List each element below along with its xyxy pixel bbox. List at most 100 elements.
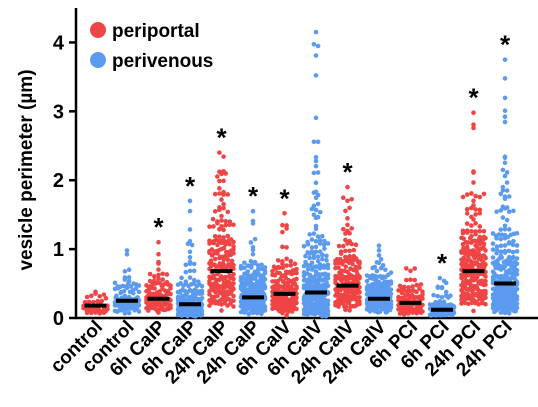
data-point [101,310,107,316]
data-point [498,249,504,254]
median-bars [84,269,516,312]
data-point [343,231,348,236]
data-point [483,235,488,241]
data-point [469,223,474,228]
data-point [325,312,331,317]
data-point [207,241,212,246]
data-point [490,247,496,252]
data-point [481,191,487,197]
data-point [223,242,228,247]
data-point [343,248,348,254]
data-point [219,308,224,313]
data-point [183,269,189,275]
data-point [341,195,346,201]
data-point [294,295,299,300]
data-point [160,277,165,282]
data-point [502,57,508,62]
significance-marker: * [279,183,290,213]
data-point [262,304,268,310]
data-point [179,275,184,281]
data-point [315,43,321,49]
data-point [311,41,317,47]
data-point [514,301,520,307]
data-point [311,255,317,261]
significance-marker: * [185,171,196,201]
data-point [223,219,228,224]
data-point [105,306,110,312]
data-point [89,310,94,316]
data-point [388,305,394,310]
data-point [313,269,319,274]
data-point [472,255,477,261]
data-point [313,226,319,232]
data-point [307,232,313,237]
data-point [191,268,197,274]
data-point [294,276,299,282]
data-point [320,256,325,262]
data-point [242,265,247,271]
data-point [500,167,506,173]
data-point [502,250,508,255]
data-point [305,266,311,272]
data-point [313,154,319,160]
data-point [336,243,342,249]
data-point [212,209,218,214]
data-point [303,253,308,259]
data-points [81,29,520,319]
data-point [345,184,350,190]
data-point [490,255,496,260]
data-point [215,220,220,226]
data-point [498,227,504,232]
data-point [307,255,313,261]
data-point [473,231,478,237]
data-point [315,139,321,145]
data-point [211,224,216,229]
data-point [471,198,476,204]
data-point [506,241,512,246]
data-point [217,255,222,261]
data-point [325,272,331,278]
data-point [152,274,157,279]
data-point [313,195,319,201]
data-point [126,281,131,286]
data-point [294,270,299,276]
data-point [136,289,142,295]
data-point [514,286,520,292]
data-point [124,285,130,291]
data-point [471,217,476,222]
data-point [262,285,268,291]
data-point [504,217,510,223]
data-point [122,277,128,282]
data-point [461,236,466,241]
data-point [349,241,355,247]
legend-label-periportal: periportal [112,21,200,42]
data-point [191,277,197,283]
data-point [221,192,226,197]
data-point [156,310,161,315]
data-point [187,208,193,214]
data-point [217,191,222,196]
data-point [477,241,483,247]
data-point [465,265,470,271]
data-point [498,208,504,213]
data-point [500,188,506,193]
data-point [250,251,256,257]
data-point [410,284,415,289]
data-point [349,196,355,202]
data-point [483,291,488,296]
y-ticks: 0 1 2 3 4 [53,32,76,330]
data-point [210,216,216,222]
data-point [514,230,520,236]
data-point [401,312,407,317]
data-point [255,266,261,272]
data-point [404,277,409,283]
data-point [122,311,128,316]
data-point [284,245,289,250]
data-point [401,284,407,290]
data-point [494,235,499,241]
data-point [313,180,319,186]
significance-marker: * [248,181,259,211]
data-point [460,194,466,200]
data-point [280,222,285,228]
